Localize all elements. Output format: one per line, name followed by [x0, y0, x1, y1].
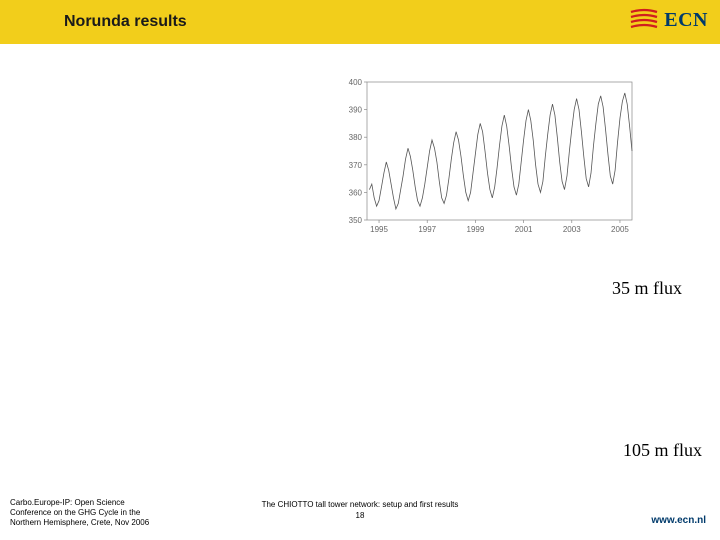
- presentation-title: The CHIOTTO tall tower network: setup an…: [262, 500, 459, 509]
- header-bar: Norunda results ECN: [0, 0, 720, 44]
- footer-line: Northern Hemisphere, Crete, Nov 2006: [10, 518, 149, 528]
- svg-text:380: 380: [349, 133, 363, 142]
- footer-conference-info: Carbo.Europe-IP: Open Science Conference…: [10, 498, 149, 528]
- footer-line: Conference on the GHG Cycle in the: [10, 508, 149, 518]
- svg-text:2001: 2001: [515, 225, 533, 234]
- page-number: 18: [262, 511, 459, 520]
- svg-text:400: 400: [349, 78, 363, 87]
- co2-chart: 350 360 370 380 390 400 1995 1997 1999 2001 2003 20…: [335, 76, 640, 238]
- ecn-logo-icon: [630, 8, 658, 32]
- svg-text:1995: 1995: [370, 225, 388, 234]
- ecn-logo-text: ECN: [664, 9, 708, 32]
- svg-text:350: 350: [349, 216, 363, 225]
- footer: Carbo.Europe-IP: Open Science Conference…: [0, 488, 720, 540]
- flux-105-label: 105 m flux: [623, 440, 702, 461]
- page-title: Norunda results: [64, 13, 187, 31]
- svg-text:2005: 2005: [611, 225, 629, 234]
- footer-title: The CHIOTTO tall tower network: setup an…: [262, 500, 459, 520]
- svg-text:360: 360: [349, 188, 363, 197]
- footer-line: Carbo.Europe-IP: Open Science: [10, 498, 149, 508]
- svg-text:390: 390: [349, 106, 363, 115]
- svg-text:370: 370: [349, 161, 363, 170]
- svg-text:1997: 1997: [418, 225, 436, 234]
- flux-35-label: 35 m flux: [612, 278, 682, 299]
- footer-url: www.ecn.nl: [651, 515, 706, 526]
- ecn-logo: ECN: [630, 8, 708, 32]
- svg-text:1999: 1999: [467, 225, 485, 234]
- svg-text:2003: 2003: [563, 225, 581, 234]
